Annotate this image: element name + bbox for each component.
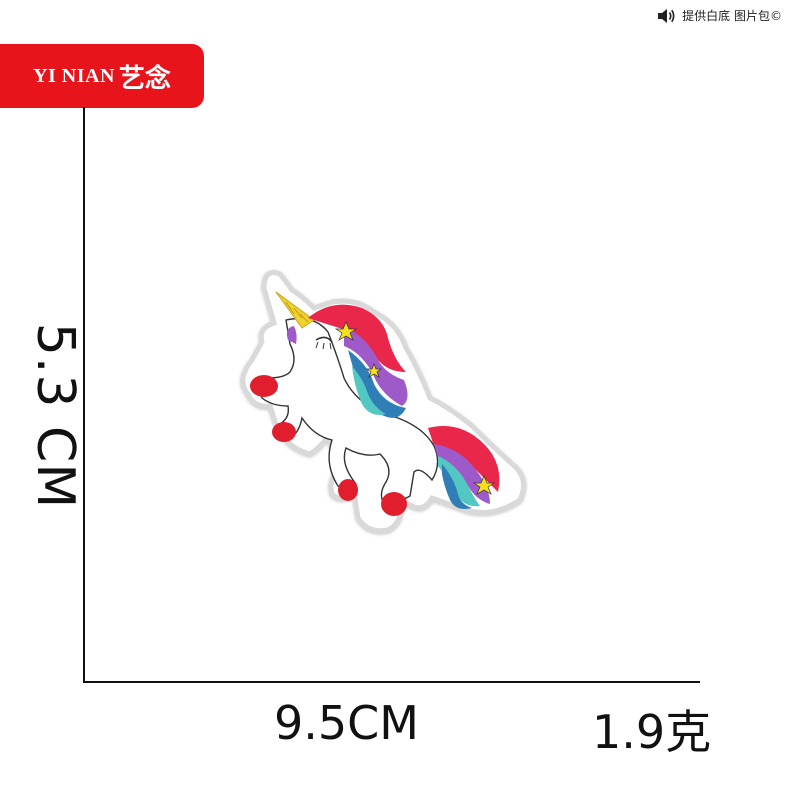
height-dimension-label: 5.3 CM <box>25 322 85 510</box>
height-axis-line <box>83 107 85 682</box>
width-dimension-label: 9.5CM <box>274 696 419 750</box>
speaker-icon <box>656 7 676 25</box>
brand-cjk-name: 艺念 <box>118 63 171 94</box>
weight-label: 1.9克 <box>592 705 712 759</box>
notice-text: 提供白底 图片包© <box>682 9 782 23</box>
width-axis-line <box>83 681 700 683</box>
unicorn-patch-icon <box>228 268 528 568</box>
brand-latin-name: YI NIAN <box>33 64 115 87</box>
image-notice: 提供白底 图片包© <box>656 6 782 26</box>
brand-badge: YI NIAN 艺念 <box>0 44 204 108</box>
